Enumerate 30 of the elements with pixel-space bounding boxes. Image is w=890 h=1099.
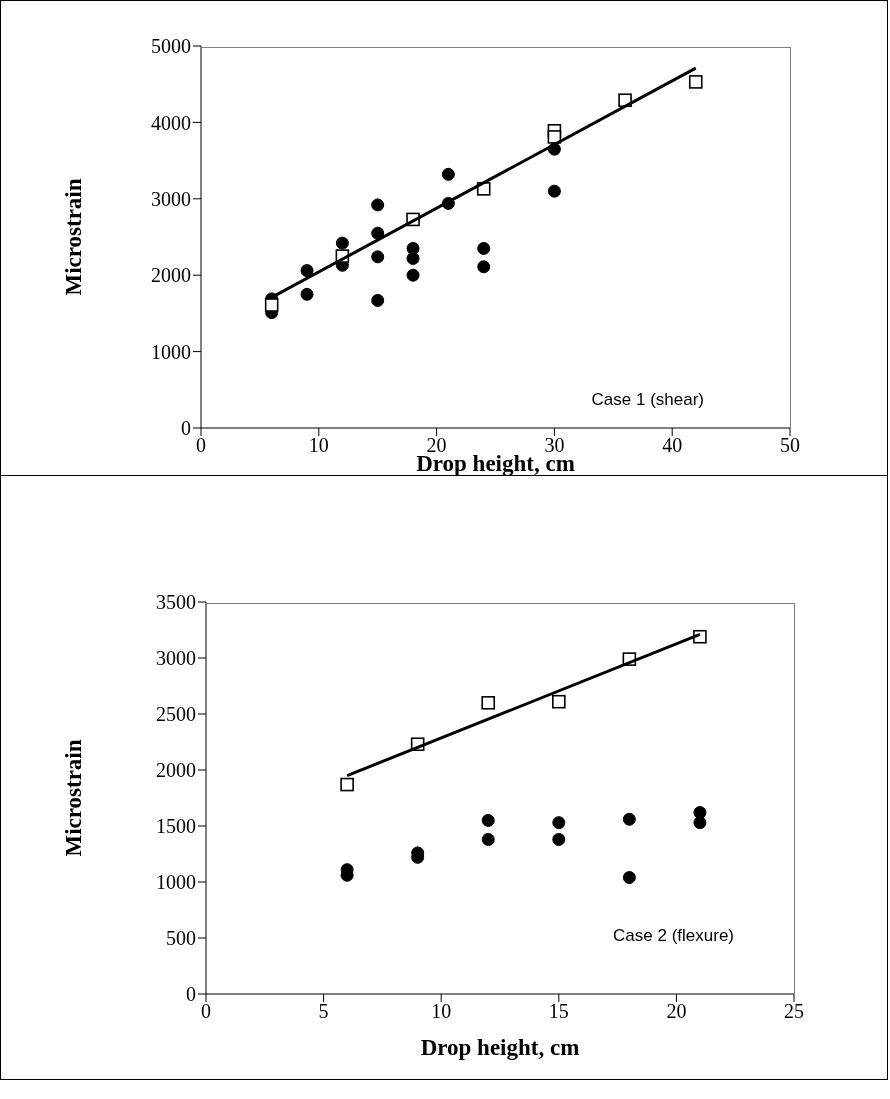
y-tick-label: 3500 bbox=[156, 591, 196, 614]
y-tick-label: 500 bbox=[166, 927, 196, 950]
x-axis-title: Drop height, cm bbox=[420, 1035, 580, 1060]
x-tick-label: 10 bbox=[308, 434, 329, 457]
x-tick-label: 20 bbox=[426, 434, 447, 457]
y-tick-label: 1000 bbox=[151, 340, 191, 363]
y-axis-title: Microstrain bbox=[61, 178, 87, 296]
y-tick-label: 0 bbox=[186, 983, 196, 1006]
x-tick-label: 20 bbox=[666, 1000, 687, 1023]
x-tick-label: 30 bbox=[544, 434, 565, 457]
y-tick-label: 3000 bbox=[151, 187, 191, 210]
y-tick-label: 1000 bbox=[156, 871, 196, 894]
y-tick-label: 2000 bbox=[156, 759, 196, 782]
x-tick-label: 50 bbox=[780, 434, 800, 457]
x-tick-label: 5 bbox=[318, 1000, 329, 1023]
y-tick-label: 3000 bbox=[156, 647, 196, 670]
annotation: Case 2 (flexure) bbox=[613, 926, 734, 946]
x-tick-label: 40 bbox=[662, 434, 683, 457]
y-tick-label: 5000 bbox=[151, 35, 191, 58]
y-tick-label: 0 bbox=[181, 417, 191, 440]
y-tick-label: 1500 bbox=[156, 815, 196, 838]
x-tick-label: 25 bbox=[784, 1000, 804, 1023]
y-axis-title: Microstrain bbox=[61, 739, 87, 857]
x-tick-label: 15 bbox=[548, 1000, 569, 1023]
y-tick-label: 2500 bbox=[156, 703, 196, 726]
x-tick-label: 0 bbox=[201, 1000, 211, 1023]
x-tick-label: 10 bbox=[431, 1000, 452, 1023]
y-tick-label: 4000 bbox=[151, 111, 191, 134]
annotation: Case 1 (shear) bbox=[591, 390, 704, 410]
y-tick-label: 2000 bbox=[151, 264, 191, 287]
